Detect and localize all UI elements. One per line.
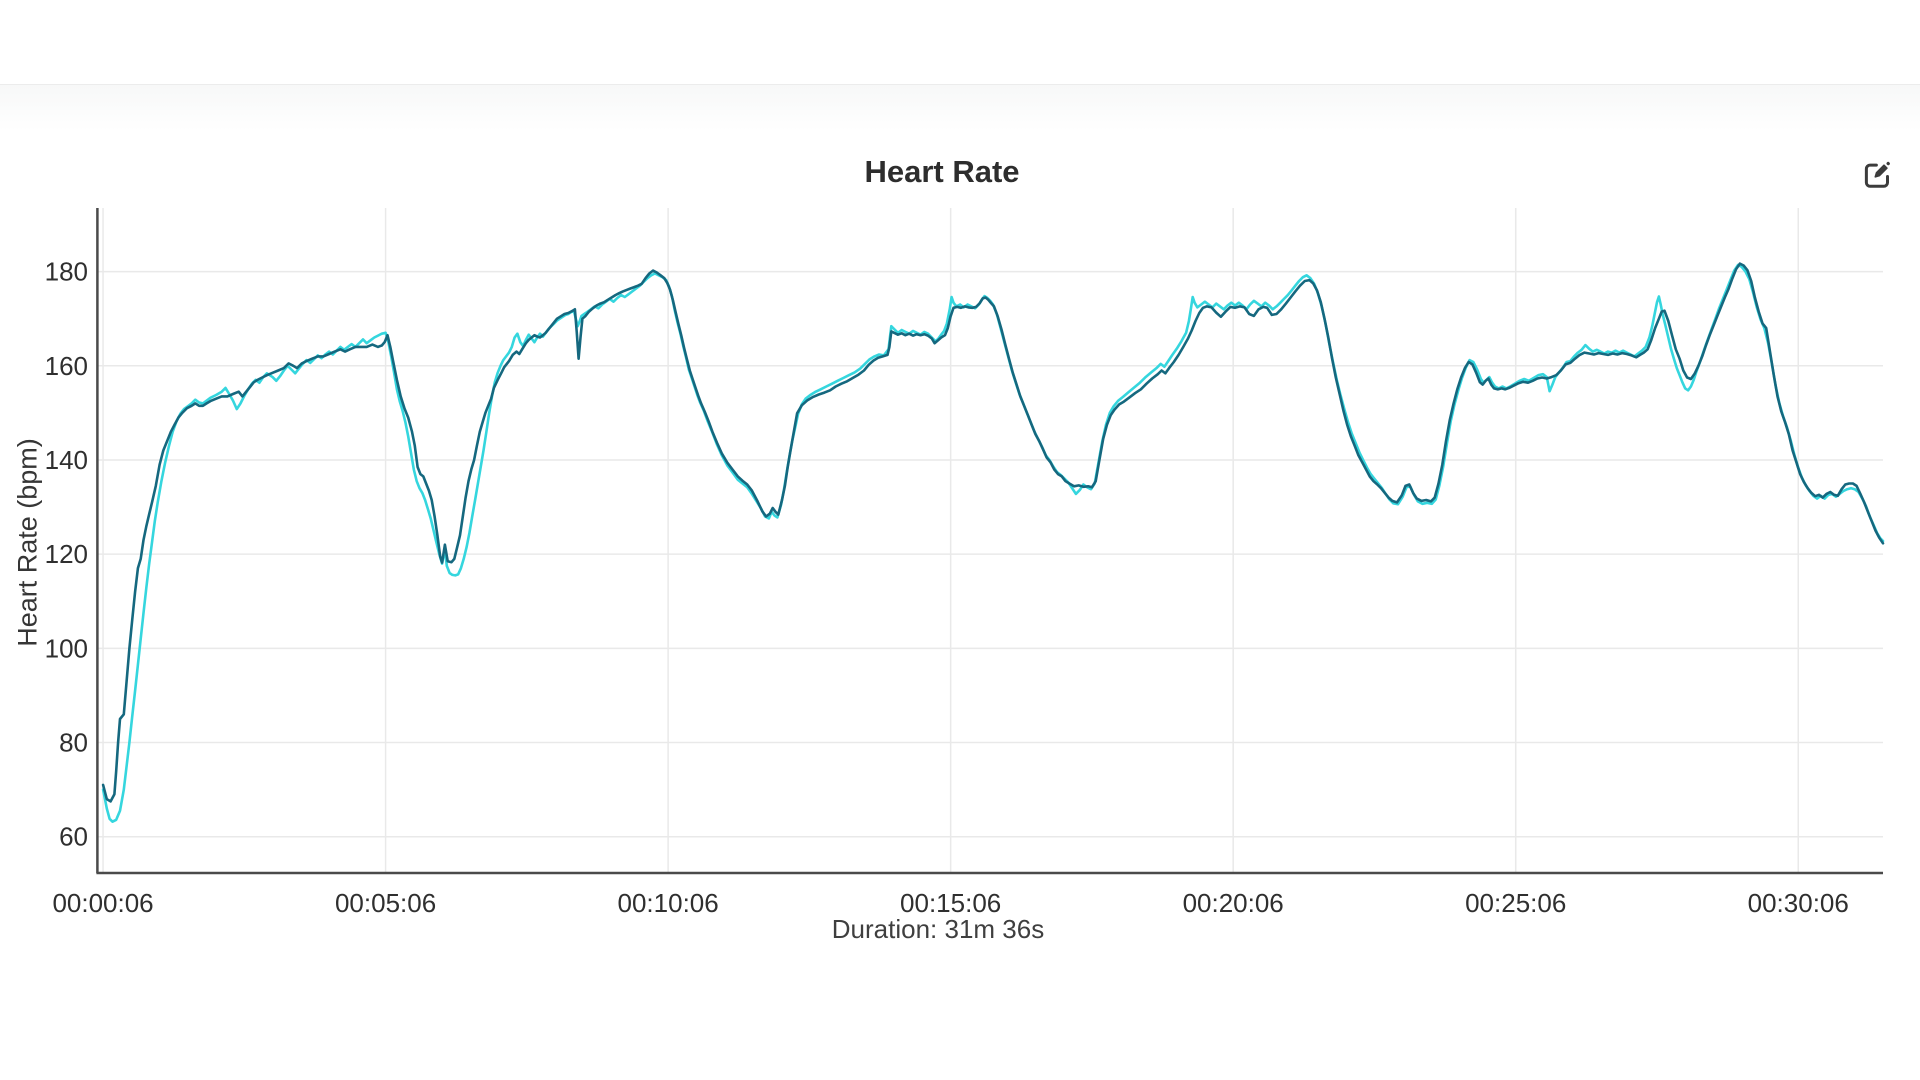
y-tick-label: 120	[45, 539, 88, 569]
x-tick-label: 00:15:06	[900, 888, 1001, 918]
y-axis-title: Heart Rate (bpm)	[12, 438, 43, 647]
page-top-divider	[0, 84, 1920, 85]
x-tick-label: 00:10:06	[618, 888, 719, 918]
duration-caption: Duration: 31m 36s	[831, 914, 1045, 944]
series-hr-device-1	[101, 262, 1885, 803]
y-tick-label: 140	[45, 445, 88, 475]
x-tick-label: 00:00:06	[52, 888, 153, 918]
x-tick-label: 00:05:06	[335, 888, 436, 918]
y-tick-label: 100	[45, 633, 88, 663]
x-tick-label: 00:25:06	[1465, 888, 1566, 918]
y-tick-label: 160	[45, 351, 88, 381]
series-hr-device-2	[101, 263, 1885, 824]
page-top-shade	[0, 85, 1920, 131]
edit-icon	[1862, 160, 1892, 190]
chart-title: Heart Rate	[864, 154, 1020, 189]
y-tick-label: 80	[59, 728, 88, 758]
x-tick-label: 00:20:06	[1183, 888, 1284, 918]
edit-chart-button[interactable]	[1860, 158, 1894, 192]
y-tick-label: 180	[45, 257, 88, 287]
x-tick-label: 00:30:06	[1748, 888, 1849, 918]
y-tick-label: 60	[59, 822, 88, 852]
